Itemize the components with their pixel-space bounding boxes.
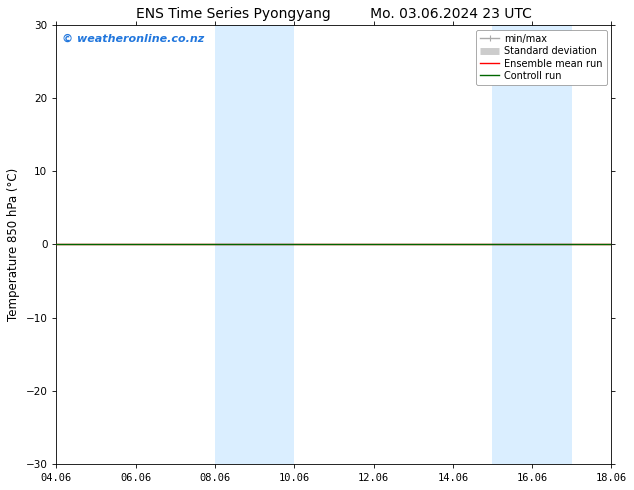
Bar — [493, 25, 572, 464]
Legend: min/max, Standard deviation, Ensemble mean run, Controll run: min/max, Standard deviation, Ensemble me… — [476, 30, 607, 85]
Bar — [215, 25, 294, 464]
Y-axis label: Temperature 850 hPa (°C): Temperature 850 hPa (°C) — [7, 168, 20, 321]
Title: ENS Time Series Pyongyang         Mo. 03.06.2024 23 UTC: ENS Time Series Pyongyang Mo. 03.06.2024… — [136, 7, 532, 21]
Text: © weatheronline.co.nz: © weatheronline.co.nz — [62, 34, 204, 44]
